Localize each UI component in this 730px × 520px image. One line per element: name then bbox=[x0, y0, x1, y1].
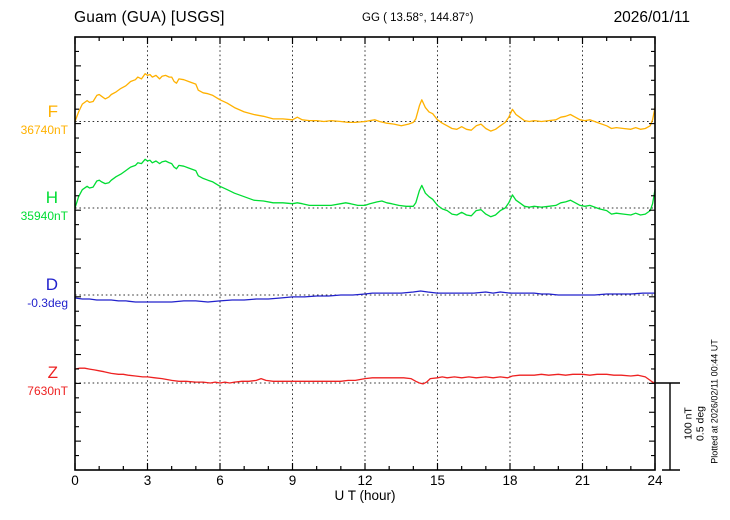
x-tick-label-24: 24 bbox=[647, 473, 663, 488]
channel-base-value-F: 36740nT bbox=[20, 122, 68, 137]
channel-letter-F: F bbox=[47, 101, 58, 121]
channel-base-value-Z: 7630nT bbox=[27, 384, 68, 398]
trace-H bbox=[74, 158, 656, 218]
channel-letter-H: H bbox=[45, 188, 58, 207]
x-axis-label: U T (hour) bbox=[334, 488, 396, 503]
geographic-coordinates: GG ( 13.58°, 144.87°) bbox=[362, 12, 474, 24]
x-tick-label-9: 9 bbox=[288, 473, 297, 488]
x-tick-label-12: 12 bbox=[357, 473, 373, 488]
trace-Z bbox=[74, 367, 656, 385]
trace-D bbox=[74, 290, 656, 303]
station-title: Guam (GUA) [USGS] bbox=[74, 9, 225, 26]
x-tick-label-3: 3 bbox=[143, 473, 152, 488]
channel-base-value-H: 35940nT bbox=[20, 209, 68, 223]
x-tick-label-0: 0 bbox=[71, 473, 79, 488]
channel-letter-D: D bbox=[45, 275, 58, 294]
plotted-at-note: Plotted at 2026/02/11 00:44 UT bbox=[709, 339, 720, 464]
scalebar-deg-label: 0.5 deg bbox=[694, 405, 707, 442]
x-tick-label-15: 15 bbox=[429, 473, 446, 488]
x-tick-label-18: 18 bbox=[502, 473, 518, 488]
observation-date: 2026/01/11 bbox=[613, 9, 690, 26]
x-tick-label-6: 6 bbox=[216, 473, 224, 488]
scalebar-nt-label: 100 nT bbox=[682, 407, 695, 440]
x-tick-label-21: 21 bbox=[574, 473, 591, 488]
channel-letter-Z: Z bbox=[47, 363, 58, 382]
trace-F bbox=[74, 73, 656, 132]
channel-base-value-D: -0.3deg bbox=[27, 296, 68, 310]
